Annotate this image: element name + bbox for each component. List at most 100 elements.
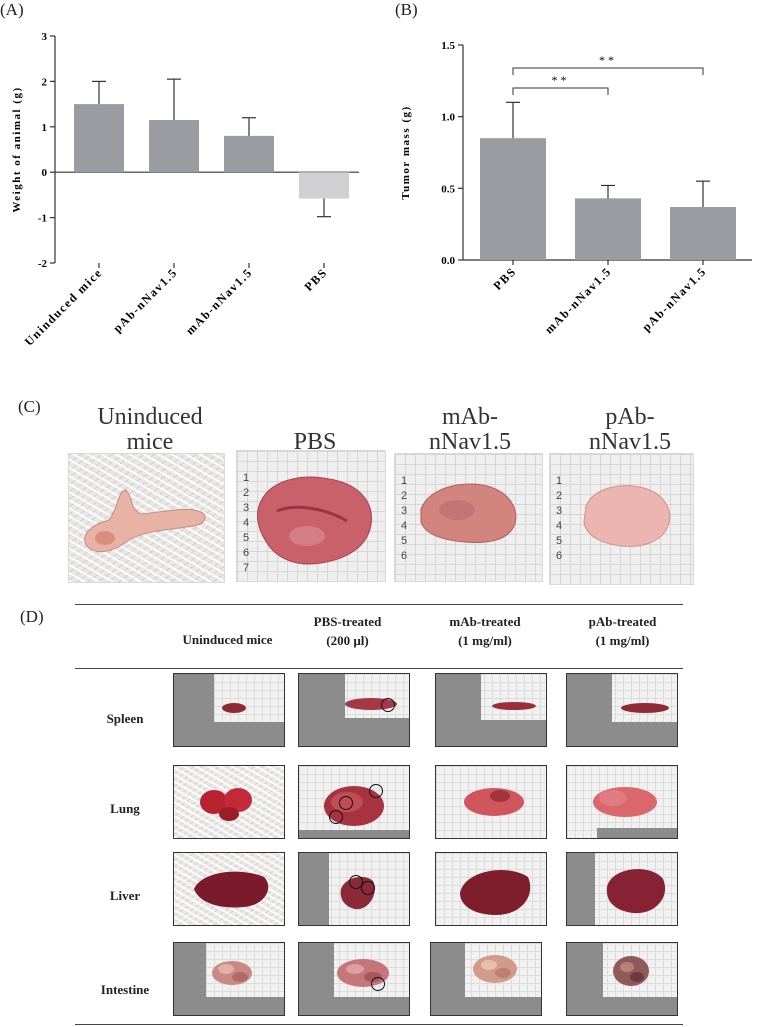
cell-spleen-uninduced bbox=[173, 673, 285, 747]
ruler-num: 5 bbox=[556, 535, 563, 547]
y-tick-label: 2 bbox=[42, 76, 48, 88]
ruler-num: 3 bbox=[556, 505, 563, 517]
lesion-circle bbox=[361, 881, 375, 895]
ruler-horizontal bbox=[612, 722, 677, 746]
weight-chart: 3 2 1 0 -1 -2 Weight of animal (g) Uninduced mi… bbox=[11, 31, 359, 349]
ruler-numbers-pbs: 1 2 3 4 5 6 7 bbox=[243, 471, 249, 576]
ruler-horizontal bbox=[299, 830, 409, 838]
x-tick-label: pAb-nNav1.5 bbox=[110, 265, 180, 335]
caption-pab: pAb- nNav1.5 bbox=[589, 404, 671, 455]
lung-tissue bbox=[324, 786, 384, 826]
row-head-liver: Liver bbox=[109, 888, 141, 903]
cell-liver-uninduced bbox=[173, 852, 285, 926]
cell-lung-pbs bbox=[298, 765, 410, 839]
ruler-num: 2 bbox=[243, 487, 250, 499]
significance-label: ** bbox=[599, 53, 617, 67]
row-head-intestine: Intestine bbox=[100, 982, 150, 997]
y-tick-label: 1.0 bbox=[441, 112, 455, 124]
cell-liver-mab bbox=[435, 852, 547, 926]
ruler-vertical bbox=[174, 943, 206, 1015]
ruler-horizontal bbox=[345, 718, 409, 746]
x-tick-label: PBS bbox=[490, 264, 519, 293]
cell-intestine-pbs bbox=[298, 942, 410, 1016]
ruler-horizontal bbox=[603, 997, 677, 1015]
bar bbox=[224, 135, 274, 173]
tumor-mass-chart: 1.5 1.0 0.5 0.0 Tumor mass (g) PBS mAb-nNav1.5… bbox=[400, 40, 752, 336]
ruler-num: 4 bbox=[556, 520, 563, 532]
panel-c-label: (C) bbox=[18, 397, 41, 416]
ruler-num: 4 bbox=[401, 520, 408, 532]
ruler-num: 2 bbox=[556, 490, 563, 502]
liver-tissue bbox=[194, 871, 269, 908]
lesion-circle bbox=[339, 796, 353, 810]
tumor-tissue-pab bbox=[583, 485, 671, 547]
spleen-tissue bbox=[492, 702, 536, 710]
significance-label: ** bbox=[552, 73, 570, 87]
bar bbox=[149, 119, 199, 173]
row-head-spleen: Spleen bbox=[106, 711, 144, 726]
photo-pab-tumor: 1 2 3 4 5 6 bbox=[549, 453, 694, 585]
y-tick-label: -1 bbox=[38, 213, 47, 225]
x-tick-label: Uninduced mice bbox=[22, 265, 105, 348]
significance-bracket bbox=[512, 87, 609, 95]
bar bbox=[299, 172, 349, 199]
ruler-vertical bbox=[567, 943, 603, 1015]
intestine-tissue bbox=[613, 956, 649, 986]
lung-tissue bbox=[593, 787, 657, 817]
ruler-num: 1 bbox=[401, 475, 408, 487]
ruler-vertical bbox=[436, 674, 481, 746]
lesion-circle bbox=[329, 810, 343, 824]
col-head-uninduced: Uninduced mice bbox=[182, 632, 273, 647]
ruler-num: 5 bbox=[401, 535, 408, 547]
ruler-horizontal bbox=[481, 720, 546, 746]
cell-lung-mab bbox=[435, 765, 547, 839]
lesion-circle bbox=[369, 784, 383, 798]
ruler-vertical bbox=[299, 943, 334, 1015]
caption-uninduced: Uninduced mice bbox=[97, 404, 203, 455]
cell-intestine-mab bbox=[430, 942, 542, 1016]
liver-tissue bbox=[606, 869, 666, 914]
col-head-pbs: PBS-treated (200 µl) bbox=[295, 612, 400, 650]
ruler-num: 3 bbox=[243, 502, 250, 514]
cell-lung-uninduced bbox=[173, 765, 285, 839]
ruler-num: 3 bbox=[401, 505, 408, 517]
col-head-pab-line2: (1 mg/ml) bbox=[595, 633, 650, 648]
row-head-lung: Lung bbox=[110, 801, 140, 816]
lesion-circle bbox=[381, 698, 395, 712]
y-axis-title: Tumor mass (g) bbox=[400, 105, 412, 199]
y-axis-title: Weight of animal (g) bbox=[11, 86, 23, 212]
liver-tissue bbox=[340, 876, 375, 910]
significance-bracket bbox=[512, 67, 704, 75]
ruler-num: 5 bbox=[243, 532, 250, 544]
col-head-mab: mAb-treated (1 mg/ml) bbox=[435, 612, 535, 650]
col-head-pab: pAb-treated (1 mg/ml) bbox=[570, 612, 675, 650]
spleen-tissue bbox=[621, 703, 669, 713]
col-head-pab-line1: pAb-treated bbox=[588, 614, 657, 629]
tumor-tissue-mab bbox=[420, 483, 517, 543]
ruler-num: 7 bbox=[243, 562, 250, 574]
cell-spleen-pbs bbox=[298, 673, 410, 747]
ruler-num: 6 bbox=[401, 550, 408, 562]
bar bbox=[670, 206, 736, 260]
ruler-num: 1 bbox=[556, 475, 563, 487]
ruler-horizontal bbox=[597, 828, 677, 838]
ruler-vertical bbox=[567, 853, 595, 925]
intestine-tissue bbox=[337, 959, 389, 987]
ruler-horizontal bbox=[206, 997, 284, 1015]
lung-tissue bbox=[200, 788, 252, 821]
y-tick-label: 1.5 bbox=[441, 40, 455, 52]
panel-b-label: (B) bbox=[395, 0, 418, 19]
table-bottom-rule bbox=[75, 1024, 683, 1025]
intestine-tissue bbox=[473, 955, 517, 983]
y-tick-label: 0 bbox=[42, 167, 48, 179]
panel-a-label: (A) bbox=[0, 0, 24, 19]
ruler-num: 6 bbox=[556, 550, 563, 562]
y-tick-label: 0.5 bbox=[441, 183, 455, 195]
cell-intestine-uninduced bbox=[173, 942, 285, 1016]
col-head-pbs-line2: (200 µl) bbox=[326, 633, 369, 648]
ruler-num: 4 bbox=[243, 517, 250, 529]
lung-tissue bbox=[464, 788, 524, 816]
cell-liver-pbs bbox=[298, 852, 410, 926]
cell-lung-pab bbox=[566, 765, 678, 839]
ruler-numbers-pab: 1 2 3 4 5 6 bbox=[556, 474, 562, 564]
